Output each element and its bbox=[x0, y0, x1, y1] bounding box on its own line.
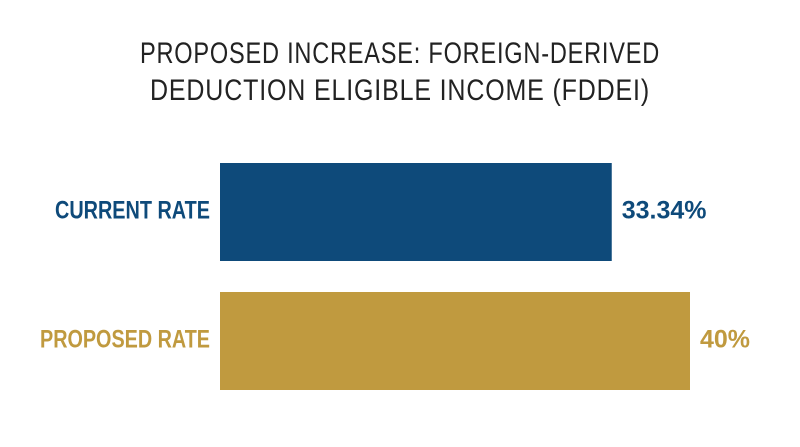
chart-title: DEDUCTION ELIGIBLE INCOME (FDDEI) bbox=[150, 74, 650, 107]
bar bbox=[220, 292, 690, 390]
category-label: PROPOSED RATE bbox=[40, 326, 210, 354]
value-label: 40% bbox=[700, 326, 750, 354]
chart-title: PROPOSED INCREASE: FOREIGN-DERIVED bbox=[140, 37, 660, 70]
value-label: 33.34% bbox=[622, 197, 707, 225]
bar bbox=[220, 163, 612, 261]
category-label: CURRENT RATE bbox=[55, 197, 210, 225]
